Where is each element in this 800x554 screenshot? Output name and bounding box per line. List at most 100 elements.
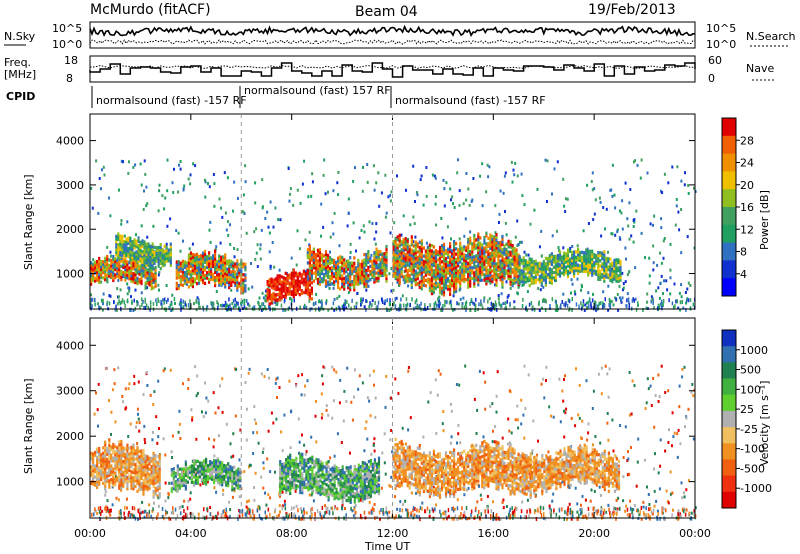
data-cell (339, 266, 342, 270)
data-cell (404, 239, 407, 244)
data-cell (206, 273, 209, 277)
data-cell (128, 261, 131, 265)
scatter-cell (620, 298, 622, 302)
clutter-cell (180, 298, 182, 303)
data-cell (400, 272, 403, 276)
scatter-cell (399, 308, 402, 312)
scatter-cell (366, 163, 369, 166)
scatter-cell (177, 430, 180, 434)
data-cell (477, 280, 480, 284)
scatter-cell (205, 396, 208, 400)
data-cell (187, 258, 190, 262)
data-cell (453, 277, 456, 281)
data-cell (524, 277, 527, 281)
data-cell (278, 276, 281, 281)
scatter-cell (645, 401, 648, 405)
scatter-cell (678, 405, 681, 409)
scatter-cell (267, 429, 270, 433)
data-cell (564, 257, 568, 262)
scatter-cell (129, 422, 132, 426)
scatter-cell (473, 515, 476, 519)
data-cell (363, 258, 366, 262)
scatter-cell (502, 302, 505, 305)
scatter-cell (183, 184, 186, 188)
data-cell (534, 264, 537, 269)
scatter-cell (671, 411, 674, 415)
data-cell (169, 258, 172, 262)
data-cell (532, 262, 535, 266)
clutter-cell (660, 302, 662, 307)
scatter-cell (586, 183, 589, 187)
scatter-cell (187, 378, 190, 382)
clutter-cell (543, 297, 545, 302)
data-cell (337, 277, 340, 282)
data-cell (322, 259, 326, 263)
clutter-cell (609, 304, 611, 309)
scatter-cell (123, 234, 126, 238)
data-cell (465, 248, 468, 253)
data-cell (497, 251, 500, 256)
clutter-cell (226, 303, 228, 308)
data-cell (242, 273, 245, 277)
data-cell (499, 254, 502, 258)
data-cell (359, 273, 362, 277)
data-cell (428, 283, 431, 287)
clutter-cell (124, 304, 126, 308)
scatter-cell (233, 255, 236, 259)
data-cell (422, 281, 425, 285)
scatter-cell (557, 246, 560, 250)
scatter-cell (605, 207, 608, 211)
data-cell (228, 259, 231, 263)
data-cell (451, 257, 454, 261)
data-cell (451, 283, 454, 288)
data-cell (349, 288, 352, 292)
data-cell (571, 264, 574, 268)
data-cell (131, 240, 134, 244)
data-cell (369, 264, 372, 268)
scatter-cell (616, 507, 619, 511)
data-cell (518, 279, 521, 283)
data-cell (367, 266, 370, 270)
data-cell (148, 275, 151, 279)
data-cell (316, 251, 320, 255)
nave-tick-bottom: 0 (708, 72, 715, 85)
scatter-cell (389, 193, 392, 197)
data-cell (518, 265, 521, 270)
data-cell (611, 279, 614, 284)
data-cell (426, 256, 429, 260)
cpid-segment-2: normalsound (fast) 157 RF (244, 84, 391, 97)
scatter-cell (493, 235, 496, 239)
scatter-cell (204, 178, 206, 182)
data-cell (222, 276, 225, 280)
data-cell (157, 261, 160, 266)
data-cell (284, 292, 287, 297)
scatter-cell (517, 426, 520, 430)
data-cell (467, 256, 470, 260)
data-cell (183, 263, 186, 267)
scatter-cell (657, 373, 660, 377)
scatter-cell (187, 177, 190, 181)
scatter-cell (179, 505, 182, 509)
data-cell (148, 280, 151, 284)
data-cell (377, 276, 380, 280)
clutter-cell (337, 305, 340, 310)
data-cell (428, 272, 431, 277)
data-cell (554, 276, 557, 280)
scatter-cell (288, 379, 291, 383)
clutter-cell (365, 307, 367, 312)
scatter-cell (269, 200, 272, 204)
data-cell (505, 253, 508, 257)
scatter-cell (600, 234, 603, 238)
data-cell (477, 232, 480, 236)
data-cell (208, 269, 211, 274)
scatter-cell (415, 306, 418, 310)
data-cell (365, 276, 368, 281)
data-cell (412, 262, 415, 267)
scatter-cell (412, 240, 415, 244)
scatter-cell (581, 507, 584, 511)
data-cell (127, 247, 130, 251)
data-cell (195, 274, 199, 278)
data-cell (306, 274, 309, 278)
scatter-cell (396, 507, 399, 511)
data-cell (428, 280, 431, 285)
